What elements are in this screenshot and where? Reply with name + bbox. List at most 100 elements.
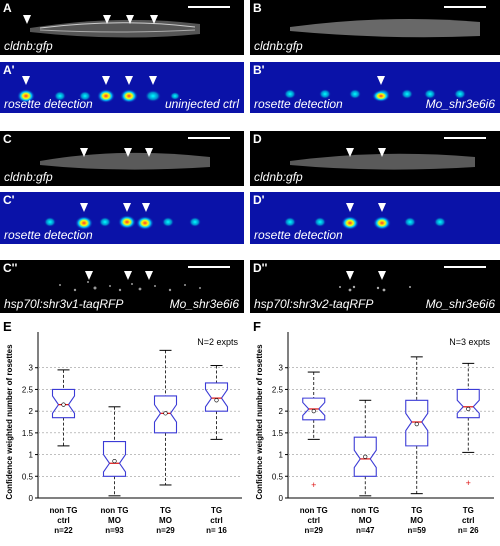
- panel-caption: cldnb:gfp: [254, 170, 303, 184]
- mean-point: [466, 406, 471, 412]
- sample-size-label: n= 16: [206, 526, 227, 535]
- rosette-arrowhead-icon: [142, 203, 150, 212]
- panel-condition: Mo_shr3e6i6: [425, 297, 495, 311]
- panel-caption: hsp70l:shr3v1-taqRFP: [4, 297, 124, 311]
- chart-f: F N=3 expts 0 0.5 1 1.5 2 2.5 3 Confidence weight…: [250, 318, 500, 541]
- mean-point: [214, 398, 219, 403]
- rosette-arrowhead-icon: [149, 76, 157, 85]
- y-tick-label: 0: [29, 494, 34, 503]
- category-label: ctrl: [308, 516, 320, 525]
- y-tick-label: 3: [29, 364, 34, 373]
- sample-size-label: n=29: [156, 526, 175, 535]
- panel-c: C cldnb:gfp: [0, 131, 244, 186]
- panel-caption: rosette detection: [254, 97, 343, 111]
- experiment-count-annotation: N=2 expts: [197, 337, 238, 347]
- y-tick-label: 3: [279, 364, 284, 373]
- sample-size-label: n=93: [105, 526, 124, 535]
- category-label: non TG: [351, 506, 379, 515]
- rosette-arrowhead-icon: [150, 15, 158, 24]
- y-tick-label: 0: [279, 494, 284, 503]
- rosette-heatmap: [284, 216, 446, 230]
- rosette-heatmap: [17, 89, 180, 103]
- panel-caption: cldnb:gfp: [254, 39, 303, 53]
- sample-size-label: n=47: [356, 526, 375, 535]
- category-label: non TG: [300, 506, 328, 515]
- panel-caption: cldnb:gfp: [4, 170, 53, 184]
- panel-label: B: [253, 1, 262, 15]
- experiment-count-annotation: N=3 expts: [449, 337, 490, 347]
- rosette-arrowhead-icon: [377, 76, 385, 85]
- outlier-point: +: [466, 478, 471, 488]
- rosette-arrowhead-icon: [23, 15, 31, 24]
- rosette-arrowhead-icon: [124, 271, 132, 280]
- category-label: ctrl: [462, 516, 474, 525]
- y-axis-label: Confidence weighted number of rosettes: [255, 344, 264, 500]
- panel-caption: rosette detection: [4, 97, 93, 111]
- mean-point: [311, 409, 316, 414]
- box: [353, 436, 377, 477]
- rosette-arrowhead-icon: [123, 203, 131, 212]
- sample-size-label: n= 26: [458, 526, 479, 535]
- panel-label: C'': [3, 261, 18, 275]
- y-tick-label: 1.5: [272, 429, 284, 438]
- panel-c-prime: C' rosette detection: [0, 192, 244, 244]
- panel-caption: cldnb:gfp: [4, 39, 53, 53]
- rosette-heatmap: [44, 215, 201, 230]
- panel-d-double-prime: D'' hsp70l:shr3v2-taqRFP Mo_shr3e6i6: [250, 260, 500, 313]
- category-label: TG: [411, 506, 422, 515]
- mean-point: [414, 422, 419, 427]
- sample-size-label: n=59: [408, 526, 427, 535]
- y-tick-label: 1: [279, 451, 284, 460]
- y-tick-label: 1.5: [22, 429, 34, 438]
- rosette-arrowhead-icon: [378, 271, 386, 280]
- category-label: MO: [359, 516, 372, 525]
- category-label: MO: [410, 516, 423, 525]
- rosette-arrowhead-icon: [124, 148, 132, 157]
- panel-caption: rosette detection: [4, 228, 93, 242]
- rfp-image: [59, 281, 201, 292]
- sample-size-label: n=22: [54, 526, 73, 535]
- panel-condition: uninjected ctrl: [164, 97, 239, 111]
- rosette-arrowhead-icon: [85, 271, 93, 280]
- mean-point: [363, 454, 368, 459]
- panel-condition: Mo_shr3e6i6: [169, 297, 239, 311]
- rosette-arrowhead-icon: [145, 271, 153, 280]
- category-label: MO: [159, 516, 172, 525]
- panel-label: A': [3, 63, 15, 77]
- y-tick-label: 0.5: [22, 472, 34, 481]
- box: [102, 440, 127, 477]
- boxplot-e: E N=2 expts 0 0.5 1 1.5 2 2.5 3 Confidence weight…: [3, 319, 242, 535]
- y-tick-label: 2.5: [272, 385, 284, 394]
- panel-label: E: [3, 319, 12, 334]
- panel-label: B': [253, 63, 265, 77]
- box: [153, 395, 178, 434]
- rosette-arrowhead-icon: [346, 148, 354, 157]
- mean-point: [112, 458, 117, 464]
- scale-bar: [444, 266, 486, 268]
- panel-b-prime: B' rosette detection Mo_shr3e6i6: [250, 62, 500, 113]
- rosette-arrowhead-icon: [125, 76, 133, 85]
- y-tick-label: 2: [279, 407, 284, 416]
- category-label: ctrl: [57, 516, 69, 525]
- chart-e: E N=2 expts 0 0.5 1 1.5 2 2.5 3 Confidence weight…: [0, 318, 248, 541]
- panel-b: B cldnb:gfp: [250, 0, 500, 55]
- mean-point: [163, 411, 168, 416]
- category-label: ctrl: [210, 516, 222, 525]
- category-label: TG: [211, 506, 222, 515]
- box: [51, 388, 76, 419]
- category-label: TG: [160, 506, 171, 515]
- panel-caption: rosette detection: [254, 228, 343, 242]
- panel-label: D'': [253, 261, 268, 275]
- rosette-arrowhead-icon: [126, 15, 134, 24]
- lateral-line-image: [290, 153, 475, 170]
- lateral-line-image: [290, 18, 480, 38]
- scale-bar: [188, 137, 230, 139]
- panel-label: D': [253, 193, 265, 207]
- scale-bar: [444, 137, 486, 139]
- rosette-arrowhead-icon: [378, 148, 386, 157]
- category-label: TG: [463, 506, 474, 515]
- panel-a: A cldnb:gfp: [0, 0, 244, 55]
- rosette-heatmap: [284, 89, 466, 102]
- mean-point: [61, 402, 66, 407]
- rosette-arrowhead-icon: [80, 148, 88, 157]
